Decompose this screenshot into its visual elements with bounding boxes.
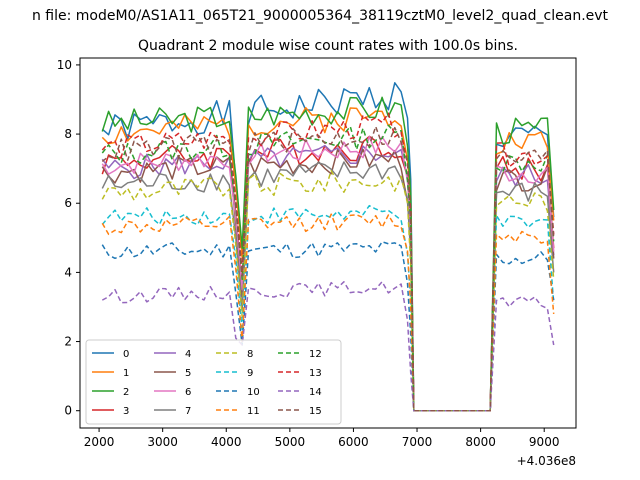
series-line-9 [101,204,555,412]
legend-label-10: 10 [247,387,260,398]
x-tick-label: 6000 [338,435,369,449]
legend-label-4: 4 [185,349,191,360]
series-line-15 [101,125,555,412]
y-tick-label: 2 [64,335,72,349]
legend-box [85,339,342,425]
x-tick-label: 7000 [402,435,433,449]
legend-label-11: 11 [247,406,260,417]
legend-label-8: 8 [247,349,253,360]
series-lines [101,82,555,412]
legend-label-3: 3 [123,406,129,417]
y-tick-label: 6 [64,196,72,210]
series-line-14 [101,280,555,412]
legend-label-15: 15 [309,406,322,417]
x-tick-label: 3000 [147,435,178,449]
y-tick-label: 0 [64,404,72,418]
axes-frame [79,57,577,429]
x-tick-label: 4000 [211,435,242,449]
legend-label-12: 12 [309,349,322,360]
figure-suptitle: n file: modeM0/AS1A11_065T21_9000005364_… [32,8,609,24]
y-tick-label: 4 [64,265,72,279]
y-tick-label: 8 [64,127,72,141]
x-tick-label: 5000 [275,435,306,449]
series-line-10 [101,241,555,412]
x-axis: 2000 3000 4000 5000 6000 7000 8000 9000 [84,428,560,449]
y-tick-label: 10 [57,58,72,72]
legend-label-13: 13 [309,368,322,379]
series-line-13 [101,112,555,412]
x-offset-label: +4.036e8 [517,454,576,468]
x-tick-label: 9000 [529,435,560,449]
legend-label-14: 14 [309,387,322,398]
legend-label-2: 2 [123,387,129,398]
x-tick-label: 8000 [465,435,496,449]
x-tick-label: 2000 [84,435,115,449]
chart-title: Quadrant 2 module wise count rates with … [138,38,518,54]
legend-label-1: 1 [123,368,129,379]
legend-label-7: 7 [185,406,191,417]
legend-label-5: 5 [185,368,191,379]
legend-label-6: 6 [185,387,191,398]
legend-label-9: 9 [247,368,253,379]
y-axis: 0 2 4 6 8 10 [57,58,80,418]
legend-label-0: 0 [123,349,129,360]
